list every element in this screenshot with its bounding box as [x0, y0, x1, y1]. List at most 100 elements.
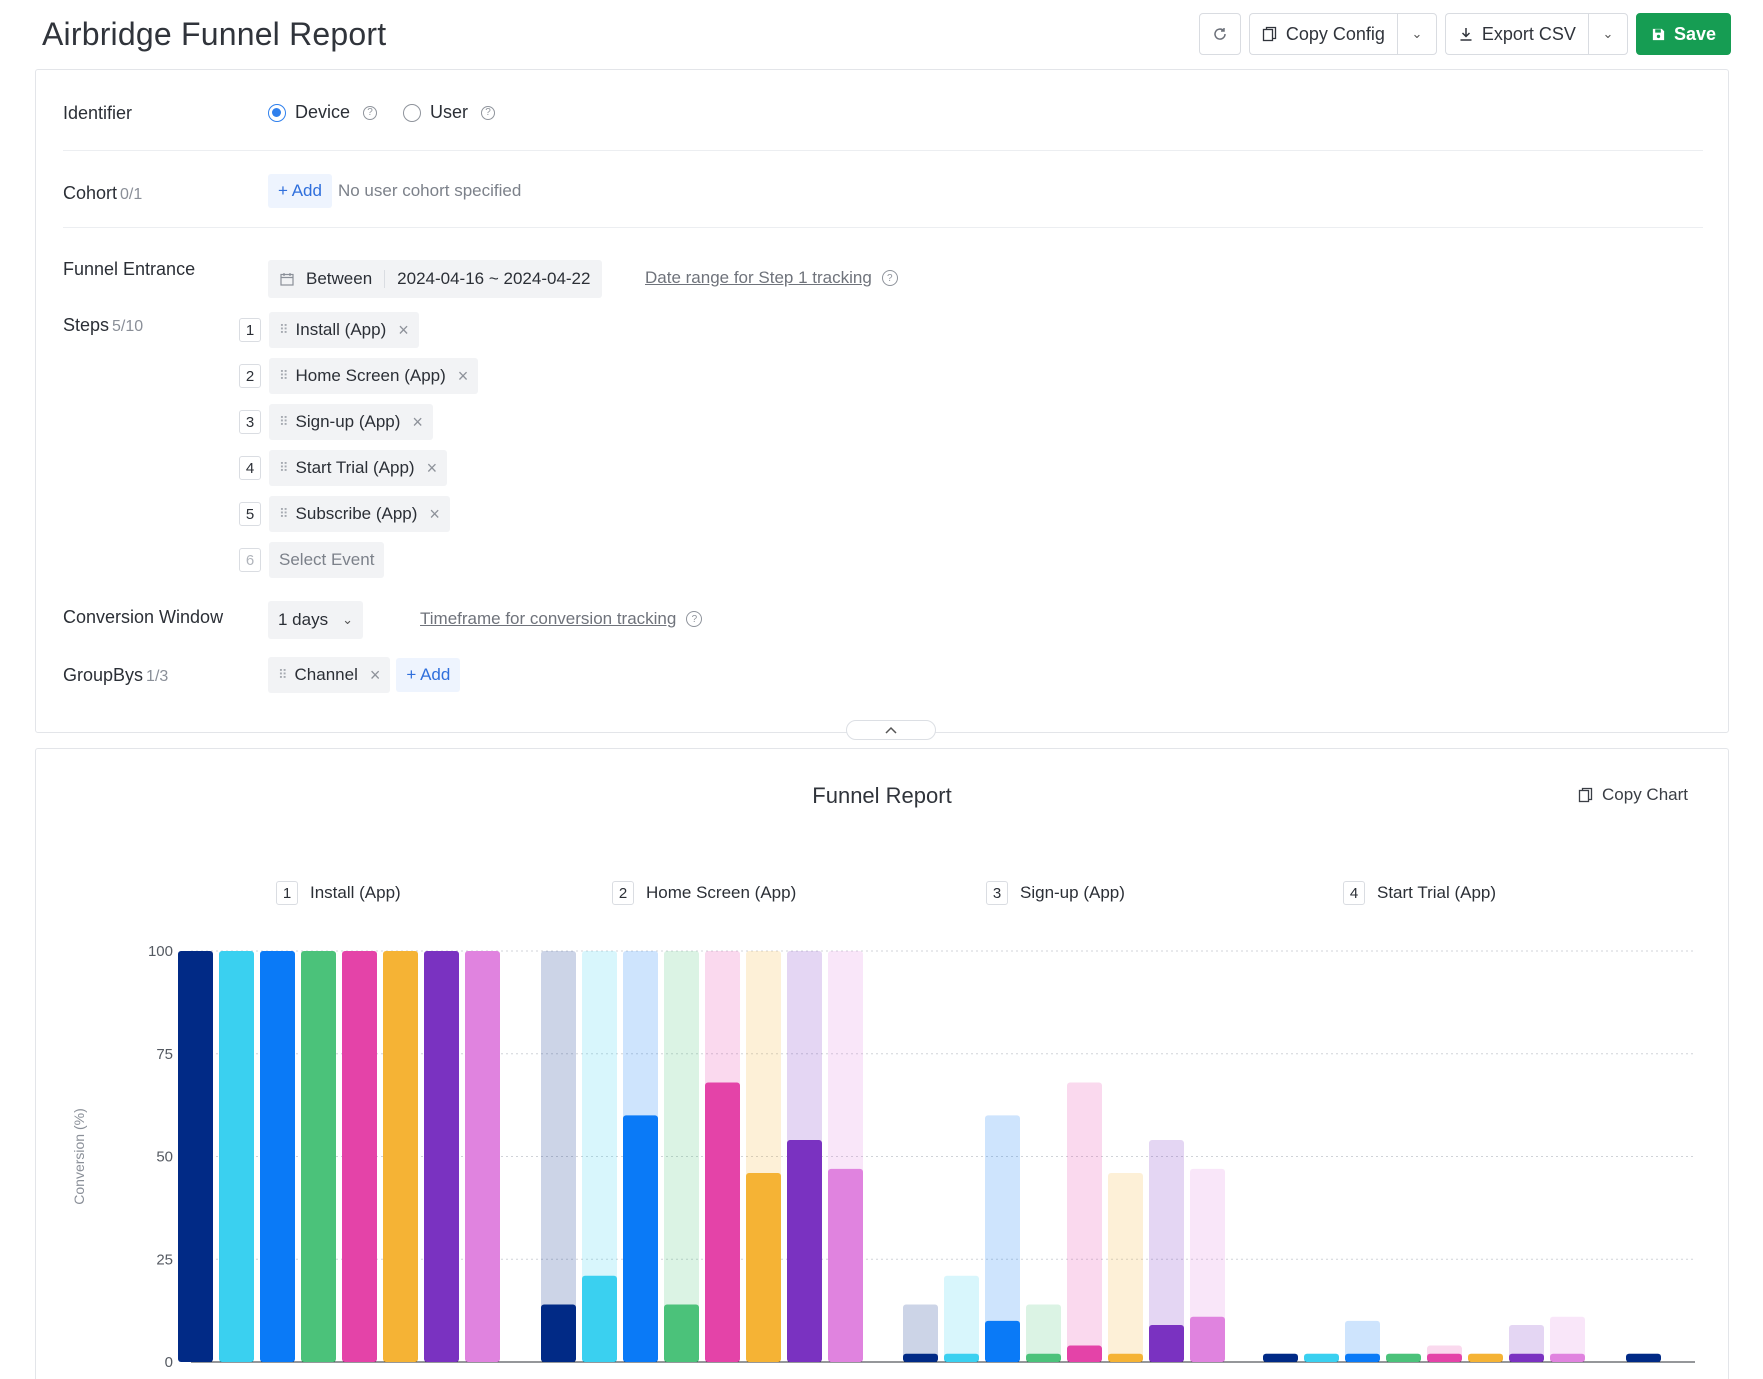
step-number: 4 — [1343, 881, 1365, 905]
bar-previous-step[interactable] — [541, 951, 576, 1362]
help-icon[interactable]: ? — [686, 611, 703, 627]
step-chip[interactable]: ⠿ Subscribe (App) × — [269, 496, 450, 532]
bar[interactable] — [1149, 1325, 1184, 1362]
copy-chart-button[interactable]: Copy Chart — [1578, 785, 1688, 805]
bar[interactable] — [623, 1115, 658, 1362]
bar[interactable] — [1626, 1353, 1661, 1362]
chart-step-header: 2 Home Screen (App) — [612, 881, 796, 905]
bar[interactable] — [1345, 1353, 1380, 1362]
close-icon[interactable]: × — [457, 365, 469, 386]
steps-label-text: Steps — [63, 315, 110, 335]
drag-handle-icon[interactable]: ⠿ — [279, 460, 288, 475]
bar[interactable] — [787, 1140, 822, 1362]
bar[interactable] — [342, 951, 377, 1362]
bar-previous-step[interactable] — [1345, 1320, 1380, 1362]
add-groupby-button[interactable]: + Add — [396, 658, 461, 692]
bar[interactable] — [1026, 1353, 1061, 1362]
close-icon[interactable]: × — [426, 457, 438, 478]
bar[interactable] — [1067, 1345, 1102, 1362]
close-icon[interactable]: × — [412, 411, 423, 432]
bar[interactable] — [828, 1168, 863, 1362]
bar-previous-step[interactable] — [1190, 1168, 1225, 1362]
step-chip[interactable]: ⠿ Start Trial (App) × — [269, 450, 448, 486]
bar-previous-step[interactable] — [664, 951, 699, 1362]
bar[interactable] — [1386, 1353, 1421, 1362]
bar[interactable] — [424, 951, 459, 1362]
close-icon[interactable]: × — [369, 664, 381, 685]
bar[interactable] — [383, 951, 418, 1362]
groupbys-controls: ⠿ Channel × + Add — [268, 657, 461, 693]
bar-previous-step[interactable] — [944, 1275, 979, 1362]
close-icon[interactable]: × — [398, 319, 409, 340]
date-range-picker[interactable]: Between 2024-04-16 ~ 2024-04-22 — [268, 260, 603, 298]
bar-previous-step[interactable] — [1509, 1325, 1544, 1362]
refresh-icon — [1214, 28, 1226, 40]
bar[interactable] — [301, 951, 336, 1362]
step-name: Start Trial (App) — [295, 458, 415, 477]
copy-config-label: Copy Config — [1285, 23, 1385, 44]
bar-previous-step[interactable] — [1149, 1140, 1184, 1362]
help-icon[interactable]: ? — [363, 105, 378, 120]
bar[interactable] — [746, 1172, 781, 1362]
step-row: 5 ⠿ Subscribe (App) × — [239, 496, 450, 532]
bar[interactable] — [465, 951, 500, 1362]
bar[interactable] — [582, 1275, 617, 1362]
groupby-chip[interactable]: ⠿ Channel × — [268, 657, 391, 693]
copy-config-button[interactable]: Copy Config — [1248, 13, 1397, 55]
bar-previous-step[interactable] — [985, 1115, 1020, 1362]
bar[interactable] — [944, 1353, 979, 1362]
bar[interactable] — [260, 951, 295, 1362]
radio-device[interactable]: Device ? — [268, 102, 378, 123]
export-csv-dropdown[interactable]: ⌄ — [1587, 13, 1628, 55]
save-button[interactable]: Save — [1635, 13, 1731, 55]
close-icon[interactable]: × — [429, 503, 440, 524]
step-chip[interactable]: ⠿ Sign-up (App) × — [269, 404, 433, 440]
drag-handle-icon[interactable]: ⠿ — [279, 368, 288, 383]
collapse-toggle[interactable] — [846, 720, 936, 740]
date-range-hint-link[interactable]: Date range for Step 1 tracking — [645, 268, 872, 287]
conversion-window-select[interactable]: 1 days ⌄ — [268, 601, 363, 639]
bar[interactable] — [705, 1082, 740, 1362]
copy-config-dropdown[interactable]: ⌄ — [1396, 13, 1437, 55]
bar[interactable] — [1550, 1353, 1585, 1362]
bar[interactable] — [541, 1304, 576, 1362]
radio-checked-icon — [268, 103, 286, 122]
bar-previous-step[interactable] — [582, 951, 617, 1362]
bar[interactable] — [985, 1320, 1020, 1362]
step-number: 2 — [612, 881, 634, 905]
bar-previous-step[interactable] — [1067, 1082, 1102, 1362]
bar-previous-step[interactable] — [903, 1304, 938, 1362]
bar[interactable] — [219, 951, 254, 1362]
bar[interactable] — [1427, 1353, 1462, 1362]
step-number: 1 — [276, 881, 298, 905]
drag-handle-icon[interactable]: ⠿ — [278, 667, 287, 682]
radio-user-label: User — [430, 102, 469, 122]
bar-previous-step[interactable] — [1550, 1316, 1585, 1362]
drag-handle-icon[interactable]: ⠿ — [279, 414, 288, 429]
bar[interactable] — [1263, 1353, 1298, 1362]
bar-previous-step[interactable] — [1108, 1172, 1143, 1362]
radio-unchecked-icon — [403, 103, 422, 122]
step-chip[interactable]: ⠿ Install (App) × — [269, 312, 419, 348]
refresh-button[interactable] — [1198, 13, 1241, 55]
drag-handle-icon[interactable]: ⠿ — [279, 506, 288, 521]
step-chip[interactable]: ⠿ Home Screen (App) × — [269, 358, 479, 394]
bar[interactable] — [1190, 1316, 1225, 1362]
bar[interactable] — [1304, 1353, 1339, 1362]
bar[interactable] — [1468, 1353, 1503, 1362]
conversion-hint-link[interactable]: Timeframe for conversion tracking — [420, 609, 677, 628]
bar[interactable] — [903, 1353, 938, 1362]
export-csv-button[interactable]: Export CSV — [1444, 13, 1588, 55]
help-icon[interactable]: ? — [881, 270, 898, 286]
bar-previous-step[interactable] — [1026, 1304, 1061, 1362]
bar[interactable] — [664, 1304, 699, 1362]
add-cohort-button[interactable]: + Add — [268, 174, 332, 208]
save-icon — [1652, 28, 1665, 40]
bar[interactable] — [178, 951, 213, 1362]
drag-handle-icon[interactable]: ⠿ — [279, 322, 288, 337]
select-event-input[interactable]: Select Event — [269, 542, 385, 578]
bar[interactable] — [1509, 1353, 1544, 1362]
radio-user[interactable]: User ? — [403, 102, 496, 123]
bar[interactable] — [1108, 1353, 1143, 1362]
help-icon[interactable]: ? — [481, 105, 496, 120]
